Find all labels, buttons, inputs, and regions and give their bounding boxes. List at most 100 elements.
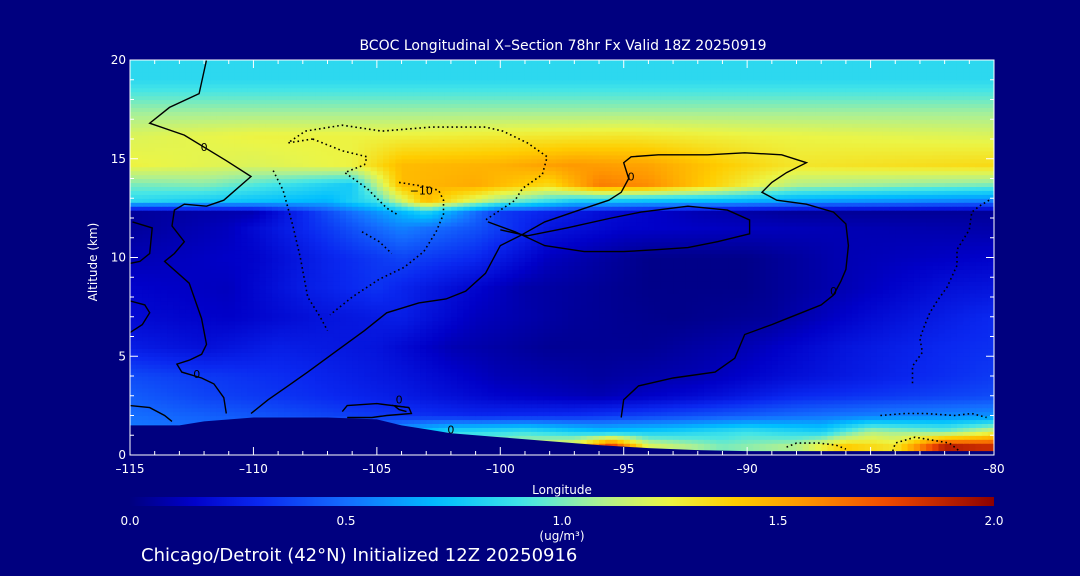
heat-cell	[469, 419, 477, 424]
heat-cell	[457, 379, 464, 385]
heat-cell	[864, 415, 872, 421]
heat-cell	[697, 379, 705, 385]
heat-cell	[481, 316, 489, 322]
heat-cell	[975, 431, 983, 436]
heat-cell	[167, 407, 174, 413]
heat-cell	[821, 439, 828, 444]
heat-cell	[284, 316, 292, 322]
heat-cell	[142, 383, 150, 389]
heat-cell	[346, 328, 353, 334]
heat-cell	[944, 376, 952, 381]
heat-cell	[660, 411, 668, 417]
heat-cell	[389, 419, 396, 424]
heat-cell	[142, 376, 150, 381]
heat-cell	[642, 423, 649, 428]
heat-cell	[778, 332, 785, 338]
heat-cell	[629, 340, 637, 345]
heat-cell	[562, 379, 569, 385]
heat-cell	[154, 376, 162, 381]
heat-cell	[963, 356, 970, 361]
heat-cell	[870, 395, 878, 401]
heat-cell	[136, 364, 143, 369]
heat-cell	[703, 443, 711, 448]
heat-cell	[531, 376, 538, 381]
heat-cell	[296, 383, 304, 389]
heat-cell	[648, 443, 656, 448]
heat-cell	[747, 328, 754, 334]
heat-cell	[346, 364, 353, 369]
heat-cell	[438, 391, 446, 397]
heat-cell	[642, 415, 649, 421]
heat-cell	[944, 328, 952, 334]
heat-cell	[457, 324, 464, 330]
heat-cell	[432, 395, 440, 401]
heat-cell	[592, 423, 600, 428]
heat-cell	[901, 419, 909, 424]
heat-cell	[481, 312, 489, 318]
heat-cell	[950, 427, 958, 432]
heat-cell	[247, 328, 255, 334]
heat-cell	[919, 320, 927, 326]
heat-cell	[740, 360, 748, 365]
heat-cell	[271, 360, 279, 365]
heat-cell	[790, 360, 798, 365]
heat-cell	[339, 411, 347, 417]
heat-cell	[864, 379, 872, 385]
heat-cell	[870, 403, 878, 409]
heat-cell	[765, 348, 773, 353]
heat-cell	[642, 431, 649, 436]
heat-cell	[802, 379, 810, 385]
heat-cell	[845, 364, 853, 369]
heat-cell	[512, 356, 520, 361]
heat-cell	[950, 356, 958, 361]
heat-cell	[531, 419, 538, 424]
heat-cell	[407, 360, 415, 365]
heat-cell	[321, 403, 329, 409]
heat-cell	[592, 391, 600, 397]
heat-cell	[518, 379, 526, 385]
heat-cell	[580, 423, 588, 428]
heat-cell	[623, 379, 631, 385]
heat-cell	[913, 427, 921, 432]
heat-cell	[173, 368, 180, 373]
heat-cell	[475, 376, 483, 381]
heat-cell	[555, 336, 563, 342]
heat-cell	[568, 407, 575, 413]
heat-cell	[315, 332, 322, 338]
heat-cell	[963, 336, 970, 342]
heat-cell	[407, 320, 415, 326]
heat-cell	[827, 320, 835, 326]
heat-cell	[796, 399, 804, 405]
heat-cell	[673, 328, 680, 334]
heat-cell	[333, 399, 341, 405]
heat-cell	[889, 344, 896, 349]
heat-cell	[889, 399, 896, 405]
heat-cell	[549, 419, 557, 424]
heat-cell	[370, 376, 378, 381]
heat-cell	[876, 364, 884, 369]
heat-cell	[642, 328, 649, 334]
heat-cell	[524, 344, 532, 349]
heat-cell	[333, 316, 341, 322]
heat-cell	[364, 348, 372, 353]
heat-cell	[321, 340, 329, 345]
heat-cell	[315, 316, 322, 322]
heat-cell	[864, 348, 872, 353]
heat-cell	[506, 336, 514, 342]
heat-cell	[753, 364, 761, 369]
heat-cell	[827, 447, 835, 452]
heat-cell	[599, 320, 606, 326]
heat-cell	[265, 383, 273, 389]
heat-cell	[753, 387, 761, 393]
heat-cell	[204, 372, 211, 377]
heat-cell	[969, 360, 977, 365]
heat-cell	[734, 320, 742, 326]
heat-cell	[969, 387, 977, 393]
heat-cell	[179, 320, 187, 326]
heat-cell	[364, 340, 372, 345]
heat-cell	[882, 443, 890, 448]
heat-cell	[333, 391, 341, 397]
heat-cell	[710, 356, 717, 361]
heat-cell	[636, 395, 643, 401]
